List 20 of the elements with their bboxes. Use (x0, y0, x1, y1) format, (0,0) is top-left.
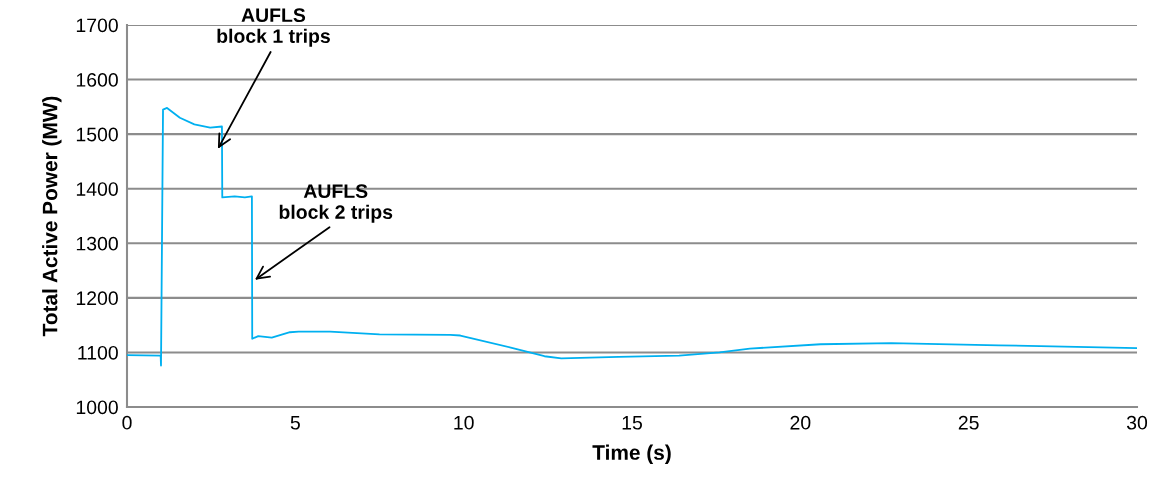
annotation: AUFLS block 2 trips (279, 184, 393, 223)
x-axis-title: Time (s) (592, 444, 671, 464)
annotation: AUFLS block 1 trips (217, 8, 330, 47)
y-tick-label: 1500 (76, 127, 118, 142)
y-tick-label: 1300 (76, 236, 118, 251)
y-tick-label: 1400 (76, 182, 118, 196)
y-tick-label: 1100 (78, 345, 118, 360)
x-tick-label: 25 (958, 415, 979, 430)
y-tick-label: 1000 (76, 400, 118, 415)
x-tick-label: 20 (790, 415, 811, 430)
y-tick-label: 1200 (76, 291, 118, 306)
x-tick-label: 30 (1126, 415, 1148, 430)
x-tick-label: 15 (622, 416, 642, 430)
x-tick-label: 5 (290, 416, 300, 430)
y-axis-title: Total Active Power (MW) (42, 96, 62, 337)
y-tick-label: 1700 (76, 18, 118, 33)
line-series (127, 107, 1137, 367)
y-tick-label: 1600 (76, 73, 118, 87)
x-tick-label: 0 (122, 415, 132, 430)
x-tick-label: 10 (454, 415, 474, 430)
